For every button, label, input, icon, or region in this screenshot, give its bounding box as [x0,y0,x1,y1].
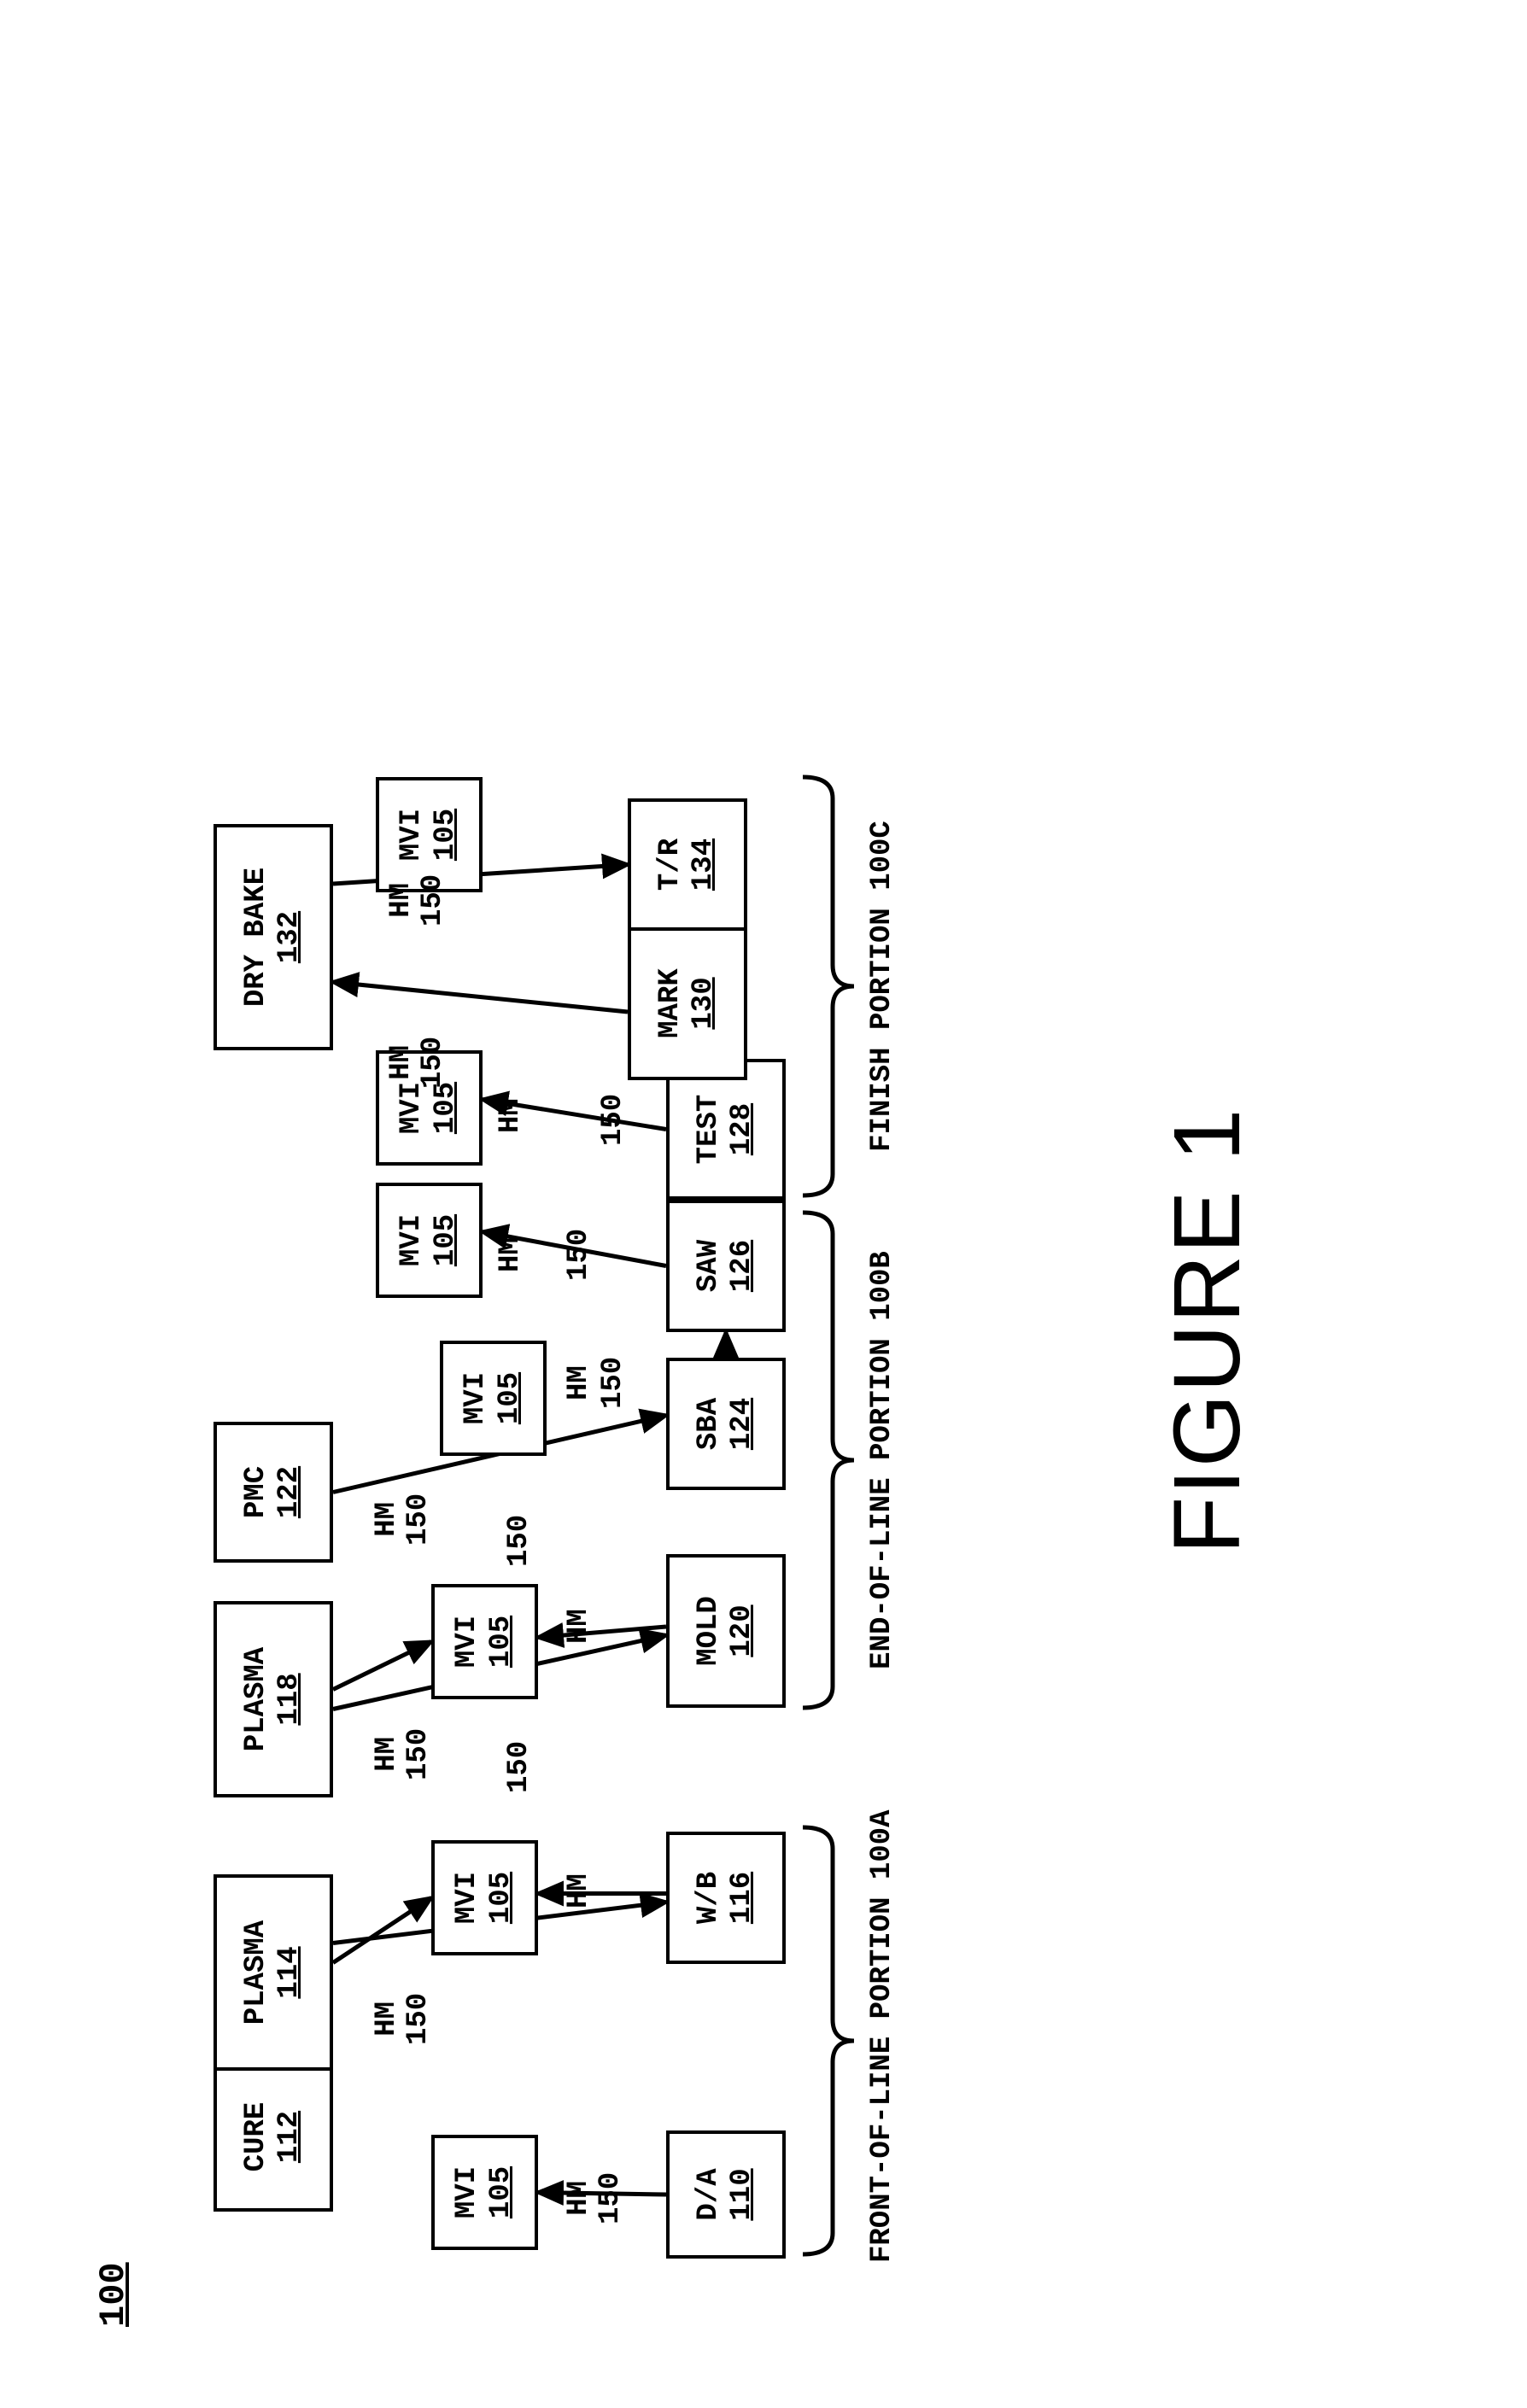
page-ref-inner: 100 [94,2262,133,2327]
hm-label-0: HM150 [564,2172,628,2224]
node-label: PLASMA [240,1920,273,2025]
section-label: FRONT-OF-LINE PORTION 100A [867,1819,898,2263]
node-label: PMC [240,1466,273,1518]
node-mvi2: MVI105 [431,1840,538,1955]
node-label: D/A [693,2168,726,2220]
hm-label-15: HM150 [386,874,450,926]
node-num: 126 [726,1240,759,1292]
node-wb: W/B116 [666,1832,786,1964]
node-num: 105 [430,1214,463,1266]
node-num: 114 [273,1946,307,1998]
node-label: CURE [240,2102,273,2172]
node-label: MVI [451,1872,484,1924]
hm-label-12: HM [495,1098,527,1133]
node-num: 130 [687,977,721,1029]
hm-label-5: HM [564,1609,595,1644]
node-mark: MARK130 [628,926,747,1080]
hm-label-13: 150 [598,1094,629,1146]
node-label: DRY BAKE [240,868,273,1007]
hm-label-11: 150 [564,1229,595,1281]
node-num: 105 [485,1872,518,1924]
section-label: END-OF-LINE PORTION 100B [867,1238,898,1682]
node-label: W/B [693,1872,726,1924]
node-label: TEST [693,1095,726,1165]
hm-label-6: HM150 [372,1493,436,1546]
node-label: MVI [451,2166,484,2218]
node-mvi1: MVI105 [431,2135,538,2250]
hm-label-4: 150 [504,1741,535,1793]
figure-label-inner: FIGURE 1 [1153,1108,1261,1554]
hm-label-3: HM150 [372,1728,436,1780]
node-label: MVI [395,809,429,861]
node-num: 105 [485,2166,518,2218]
hm-label-1: HM150 [372,1993,436,2045]
node-num: 112 [273,2111,307,2163]
hm-label-2: HM [564,1873,595,1908]
node-label: MARK [654,968,687,1038]
node-num: 110 [726,2168,759,2220]
node-label: MVI [395,1082,429,1134]
node-plasma2: PLASMA118 [214,1601,333,1797]
hm-label-8: HM [564,1365,595,1400]
node-mold: MOLD120 [666,1554,786,1708]
node-num: 134 [687,839,721,891]
node-num: 105 [485,1616,518,1668]
node-num: 132 [273,911,307,963]
node-num: 105 [430,1082,463,1134]
node-num: 116 [726,1872,759,1924]
section-label: FINISH PORTION 100C [867,764,898,1208]
node-num: 105 [430,809,463,861]
node-label: SAW [693,1240,726,1292]
stage-rotated: D/A110CURE112PLASMA114MVI105MVI105W/B116… [0,0,1527,2408]
hm-label-14: HM150 [386,1037,450,1089]
node-plasma1: PLASMA114 [214,1874,333,2071]
node-num: 124 [726,1398,759,1450]
node-num: 122 [273,1466,307,1518]
node-da: D/A110 [666,2130,786,2259]
node-num: 118 [273,1673,307,1725]
hm-label-10: HM [495,1237,527,1272]
node-tr: T/R134 [628,798,747,931]
node-label: MOLD [693,1596,726,1666]
node-num: 105 [494,1372,527,1424]
hm-label-9: 150 [598,1357,629,1409]
diagram-root: D/A110CURE112PLASMA114MVI105MVI105W/B116… [0,0,1527,2408]
node-num: 128 [726,1103,759,1155]
node-label: PLASMA [240,1647,273,1751]
node-pmc: PMC122 [214,1422,333,1563]
node-label: T/R [654,839,687,891]
node-label: MVI [395,1214,429,1266]
node-sba: SBA124 [666,1358,786,1490]
node-mvi4: MVI105 [440,1341,547,1456]
node-mvi3: MVI105 [431,1584,538,1699]
node-mvi5: MVI105 [376,1183,483,1298]
node-label: MVI [451,1616,484,1668]
hm-label-7: 150 [504,1515,535,1567]
node-saw: SAW126 [666,1200,786,1332]
node-num: 120 [726,1604,759,1657]
node-label: SBA [693,1398,726,1450]
node-drybake: DRY BAKE132 [214,824,333,1050]
node-label: MVI [459,1372,493,1424]
node-cure: CURE112 [214,2062,333,2212]
